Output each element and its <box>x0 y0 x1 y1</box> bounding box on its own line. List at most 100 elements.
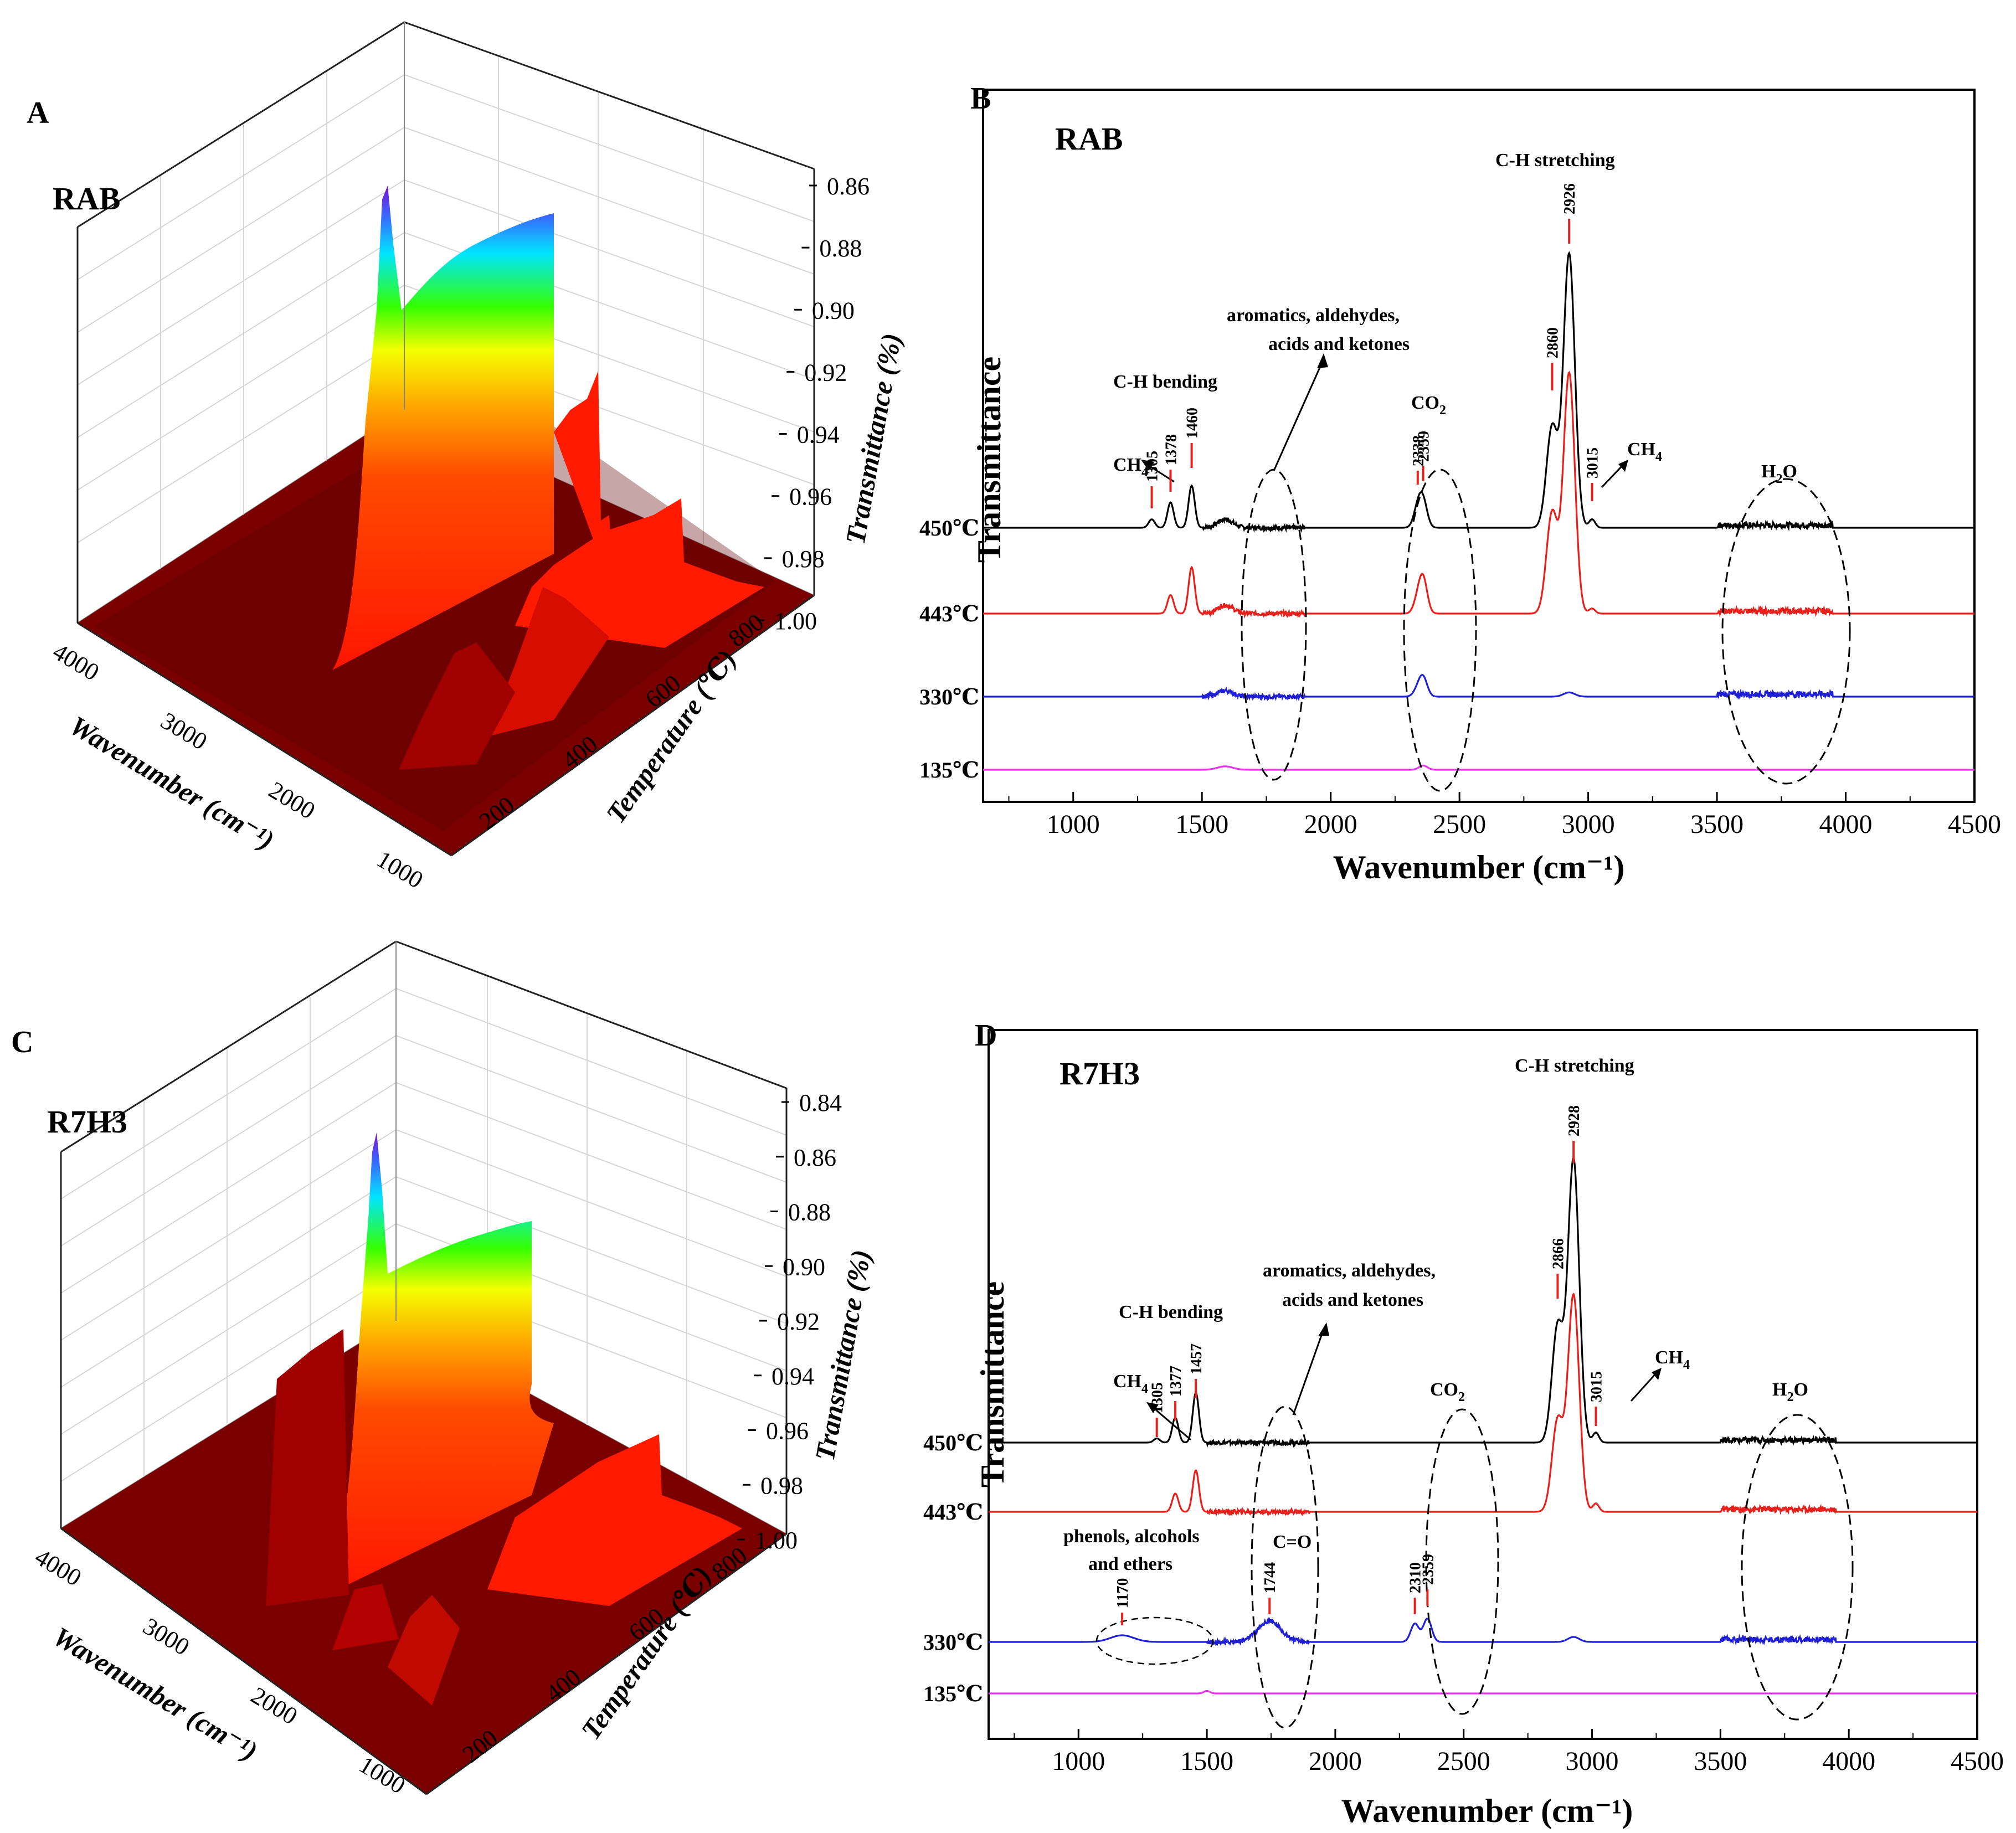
z-tick-label: 0.98 <box>760 1472 803 1499</box>
panel-c-3d-surface: C R7H3 0.840.860.880.900.920.940.960. <box>11 940 877 1799</box>
temperature-label: 330℃ <box>923 1630 983 1655</box>
peak-label: 1460 <box>1184 408 1201 439</box>
x-tick-label: 4000 <box>1819 810 1873 839</box>
ch-bending-label-b: C-H bending <box>1113 372 1217 392</box>
peak-label: 2860 <box>1545 327 1562 358</box>
peak-label: 2928 <box>1566 1105 1583 1136</box>
floor-surface-c <box>61 1321 786 1794</box>
annotations-b: C-H stretching C-H bending aromatics, al… <box>1113 150 1851 792</box>
ch4-label-d-right: CH4 <box>1655 1347 1690 1372</box>
x-tick-label: 2000 <box>1304 810 1357 839</box>
x-tick-label: 2500 <box>1437 1747 1490 1776</box>
z-tick-label: 0.88 <box>819 235 862 262</box>
spectra-lines-b <box>983 251 1974 771</box>
x-tick-label: 4000 <box>30 1543 86 1592</box>
x-tick-label: 1000 <box>1052 1747 1105 1776</box>
temperature-label: 135℃ <box>923 1681 983 1706</box>
peak-label: 1305 <box>1144 451 1161 482</box>
panel-letter-c: C <box>11 1025 33 1059</box>
x-tick-label: 3000 <box>1562 810 1615 839</box>
spectrum-line <box>983 251 1974 533</box>
z-axis-ticks-a: 0.86 0.88 0.90 0.92 0.94 0.96 0.98 1.00 <box>757 173 870 635</box>
z-tick-label: 0.84 <box>799 1089 842 1116</box>
panel-letter-a: A <box>27 96 49 130</box>
spectrum-line <box>983 674 1974 702</box>
peak-label: 1378 <box>1163 434 1180 465</box>
z-tick-label: 0.94 <box>772 1363 814 1390</box>
temperature-label: 135℃ <box>919 758 979 782</box>
x-axis-title-d: Wavenumber (cm⁻¹) <box>1341 1793 1633 1829</box>
peak-label: 2359 <box>1420 1554 1437 1585</box>
h2o-label-d: H2O <box>1772 1379 1808 1404</box>
spectrum-line <box>989 1156 1977 1448</box>
aromatics-label-d-1: aromatics, aldehydes, <box>1263 1260 1436 1281</box>
peak-label: 3015 <box>1588 1371 1606 1402</box>
y-axis-title-d: Transmittance <box>974 1281 1011 1487</box>
peak-label: 2926 <box>1561 183 1578 214</box>
panel-c-sample-label: R7H3 <box>47 1104 127 1140</box>
z-tick-label: 0.92 <box>777 1308 820 1335</box>
ch-stretching-label-b: C-H stretching <box>1495 150 1615 171</box>
spectra-lines-d <box>989 1156 1977 1695</box>
peak-label: 1457 <box>1188 1343 1205 1374</box>
x-tick-label: 3000 <box>1566 1747 1619 1776</box>
x-tick-label: 4500 <box>1948 810 2001 839</box>
peak-label: 1170 <box>1114 1578 1132 1608</box>
x-tick-label: 2000 <box>264 776 320 825</box>
z-tick-label: 1.00 <box>774 607 817 635</box>
peak-label: 2338 <box>1410 435 1427 466</box>
floor-surface <box>78 410 814 856</box>
h2o-label-b: H2O <box>1761 461 1797 486</box>
peak-label: 3015 <box>1585 447 1602 478</box>
co2-label-d: CO2 <box>1430 1379 1465 1404</box>
main-peak-wall-c <box>327 1132 554 1595</box>
temperature-label: 443℃ <box>919 601 979 626</box>
spectrum-line <box>989 1616 1977 1646</box>
z-tick-label: 1.00 <box>755 1527 798 1554</box>
x-axis-ticks-d: 1000 1500 2000 2500 3000 3500 4000 4500 <box>1014 1729 2004 1776</box>
z-tick-label: 0.94 <box>797 421 840 449</box>
z-tick-label: 0.90 <box>812 297 855 324</box>
aromatics-label-b-2: acids and ketones <box>1268 334 1410 354</box>
co2-label-b: CO2 <box>1411 393 1446 418</box>
phenols-label-d-1: phenols, alcohols <box>1063 1526 1200 1547</box>
x-tick-label: 1000 <box>1047 810 1100 839</box>
z-tick-label: 0.86 <box>794 1144 836 1171</box>
x-tick-label: 1000 <box>372 846 428 894</box>
x-tick-label: 1500 <box>1175 810 1228 839</box>
x-tick-label: 3500 <box>1694 1747 1747 1776</box>
peak-label: 2866 <box>1550 1238 1567 1269</box>
z-tick-label: 0.86 <box>827 173 870 200</box>
spectrum-line <box>989 1293 1977 1517</box>
z-tick-label: 0.98 <box>782 545 825 573</box>
panel-letter-b: B <box>970 81 991 116</box>
peak-label: 2359 <box>1416 431 1433 462</box>
panel-d-sample-label: R7H3 <box>1060 1055 1140 1091</box>
temperature-label: 443℃ <box>923 1500 983 1525</box>
ch-bending-label-d: C-H bending <box>1119 1302 1223 1322</box>
z-tick-label: 0.96 <box>766 1418 809 1445</box>
temperature-labels-b: 450℃ 443℃ 330℃ 135℃ <box>919 516 979 782</box>
x-tick-label: 4000 <box>48 638 104 686</box>
main-peak-wall <box>332 186 554 670</box>
aromatics-label-b-1: aromatics, aldehydes, <box>1227 305 1400 326</box>
z-tick-label: 0.88 <box>788 1199 831 1226</box>
x-tick-label: 2000 <box>1309 1747 1362 1776</box>
peak-label: 1305 <box>1149 1382 1166 1413</box>
temperature-label: 450℃ <box>919 516 979 540</box>
x-tick-label: 4000 <box>1822 1747 1875 1776</box>
annotations-d: C-H stretching C-H bending aromatics, al… <box>1063 1055 1854 1729</box>
x-tick-label: 3500 <box>1690 810 1744 839</box>
z-axis-ticks-c: 0.84 0.86 0.88 0.90 0.92 0.94 0.96 0.98 1.00 <box>737 1089 842 1554</box>
peak-label: 2310 <box>1407 1562 1424 1593</box>
x-tick-label: 4500 <box>1951 1747 2004 1776</box>
panel-letter-d: D <box>975 1018 997 1053</box>
x-tick-label: 2500 <box>1433 810 1486 839</box>
aromatics-label-d-2: acids and ketones <box>1282 1290 1423 1310</box>
plot-frame-d <box>988 1029 1978 1740</box>
temperature-label: 450℃ <box>923 1430 983 1455</box>
phenols-label-d-2: and ethers <box>1088 1554 1172 1574</box>
plot-frame-b <box>982 89 1976 803</box>
